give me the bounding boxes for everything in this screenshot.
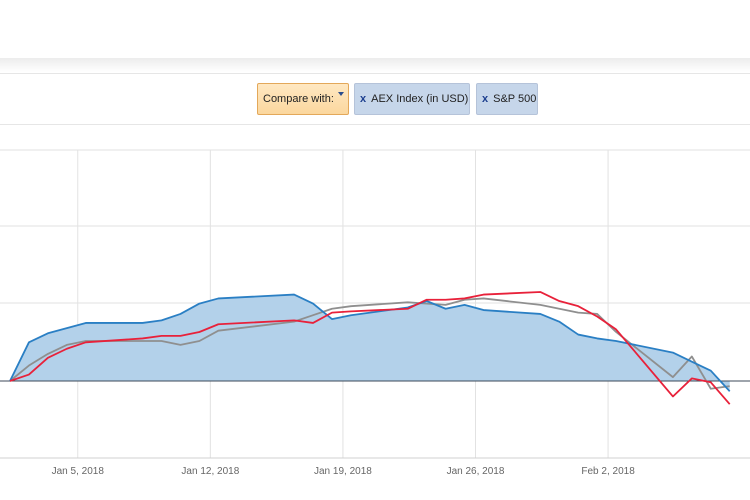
header-shadow [0, 58, 750, 72]
x-tick-label: Jan 19, 2018 [314, 466, 372, 477]
compare-chip-sp500[interactable]: x S&P 500 [476, 83, 538, 115]
compare-chip-label: AEX Index (in USD) [371, 93, 469, 105]
compare-with-dropdown[interactable]: Compare with: [257, 83, 349, 115]
compare-chip-label: S&P 500 [493, 93, 537, 105]
x-tick-label: Feb 2, 2018 [581, 466, 635, 477]
x-tick-label: Jan 12, 2018 [181, 466, 239, 477]
performance-chart: Jan 5, 2018 Jan 12, 2018 Jan 19, 2018 Jan 2… [0, 149, 750, 477]
compare-with-label: Compare with: [263, 93, 334, 105]
series-line [9, 293, 731, 392]
x-tick-label: Jan 26, 2018 [447, 466, 505, 477]
remove-icon[interactable]: x [360, 93, 367, 105]
series-line [9, 291, 731, 405]
compare-chip-aex[interactable]: x AEX Index (in USD) [354, 83, 470, 115]
x-tick-label: Jan 5, 2018 [52, 466, 105, 477]
remove-icon[interactable]: x [482, 93, 489, 105]
toolbar-bottom-border [0, 124, 750, 125]
caret-down-icon [338, 92, 344, 96]
toolbar-top-border [0, 73, 750, 74]
